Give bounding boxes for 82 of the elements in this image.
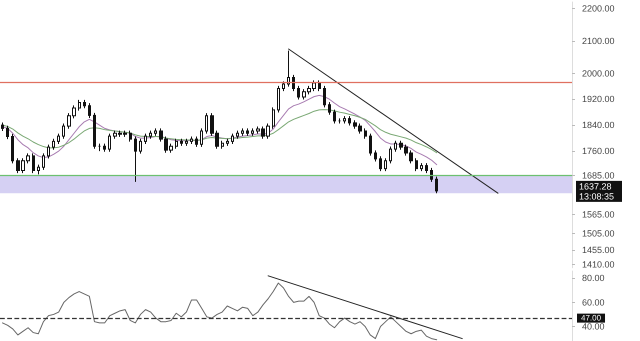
candlestick bbox=[37, 164, 40, 175]
candlestick bbox=[11, 133, 14, 164]
candlestick bbox=[379, 156, 382, 172]
candlestick bbox=[103, 143, 106, 152]
candlestick bbox=[108, 133, 111, 152]
candlestick bbox=[149, 130, 152, 140]
candlestick bbox=[47, 144, 50, 160]
line-series bbox=[2, 282, 438, 340]
candlestick bbox=[246, 128, 249, 136]
candlestick bbox=[93, 112, 96, 150]
y-tick-label: 2000.00 bbox=[582, 68, 615, 78]
candlestick bbox=[134, 136, 137, 182]
candlestick bbox=[435, 176, 438, 194]
candlestick bbox=[241, 128, 244, 136]
y-tick-label: 1565.00 bbox=[582, 209, 615, 220]
candlestick bbox=[374, 150, 377, 162]
candlestick bbox=[52, 138, 55, 150]
candlestick bbox=[144, 133, 147, 144]
y-tick-label: 40.00 bbox=[582, 322, 605, 332]
candlestick bbox=[323, 85, 326, 108]
candlestick bbox=[226, 138, 229, 146]
candlestick bbox=[343, 116, 346, 124]
candlestick bbox=[287, 50, 290, 88]
y-tick-label: 80.00 bbox=[582, 273, 605, 284]
y-tick-label: 60.00 bbox=[582, 297, 605, 308]
candlestick bbox=[200, 128, 203, 148]
text: 13:08:35 bbox=[579, 191, 614, 202]
candlestick bbox=[420, 162, 423, 172]
candlestick bbox=[394, 140, 397, 152]
candlestick bbox=[129, 130, 132, 142]
candlestick bbox=[42, 152, 45, 170]
candlestick bbox=[175, 138, 178, 150]
candlestick bbox=[57, 133, 60, 144]
text: 1637.28 bbox=[579, 181, 612, 192]
candlestick bbox=[369, 133, 372, 156]
y-tick-label: 1840.00 bbox=[582, 120, 615, 130]
y-tick-label: 2100.00 bbox=[582, 36, 615, 46]
candlestick bbox=[1, 122, 4, 132]
candlestick bbox=[338, 118, 341, 124]
y-tick-label: 1505.00 bbox=[582, 228, 615, 239]
y-tick-label: 1410.00 bbox=[582, 260, 615, 270]
candlestick bbox=[78, 99, 81, 112]
candlestick bbox=[139, 138, 142, 154]
candlestick bbox=[384, 158, 387, 172]
y-tick-label: 1455.00 bbox=[582, 244, 615, 255]
candlestick bbox=[180, 138, 183, 146]
line-series bbox=[2, 94, 438, 166]
y-tick-label: 1685.00 bbox=[582, 170, 615, 180]
candlestick bbox=[292, 74, 295, 92]
candlestick bbox=[185, 138, 188, 146]
y-tick-label: 2200.00 bbox=[582, 3, 615, 14]
candlestick bbox=[348, 116, 351, 126]
line-series bbox=[2, 109, 438, 154]
candlestick bbox=[251, 128, 254, 136]
candlestick bbox=[272, 106, 275, 130]
candlestick bbox=[297, 85, 300, 100]
candlestick bbox=[415, 158, 418, 172]
candlestick bbox=[190, 136, 193, 144]
candlestick bbox=[195, 136, 198, 148]
candlestick bbox=[389, 146, 392, 164]
candlestick bbox=[333, 109, 336, 124]
candlestick bbox=[328, 102, 331, 116]
candlestick bbox=[231, 133, 234, 144]
candlestick bbox=[32, 152, 35, 174]
y-tick-label: 1760.00 bbox=[582, 146, 615, 156]
candlestick bbox=[221, 140, 224, 150]
candlestick bbox=[236, 130, 239, 140]
candlestick bbox=[282, 80, 285, 92]
candlestick bbox=[88, 102, 91, 119]
candlestick bbox=[318, 80, 321, 92]
candlestick bbox=[364, 128, 367, 140]
candlestick bbox=[425, 162, 428, 174]
candlestick bbox=[98, 143, 101, 152]
candlestick bbox=[83, 99, 86, 109]
y-tick-label: 1920.00 bbox=[582, 94, 615, 104]
candlestick bbox=[154, 128, 157, 136]
ref-line-label: 47.00 bbox=[581, 314, 602, 323]
candlestick bbox=[205, 112, 208, 134]
candlestick bbox=[430, 167, 433, 182]
candlestick bbox=[6, 125, 9, 140]
candlestick bbox=[62, 123, 65, 140]
candlestick bbox=[277, 85, 280, 114]
